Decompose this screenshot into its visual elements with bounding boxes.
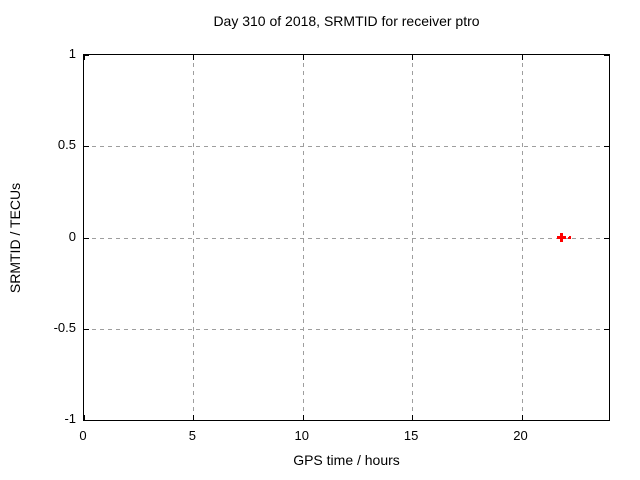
y-tick-label: 0.5 xyxy=(57,137,76,153)
y-tick-mark xyxy=(604,55,609,56)
y-tick-label: -1 xyxy=(64,411,76,426)
x-tick-mark xyxy=(412,55,414,60)
y-tick-mark xyxy=(84,420,89,421)
x-tick-mark xyxy=(521,415,523,420)
grid-line-horizontal xyxy=(84,328,609,330)
x-tick-mark xyxy=(521,55,523,60)
y-axis-label: SRMTID / TECUs xyxy=(7,182,23,293)
y-tick-label: -0.5 xyxy=(53,319,76,335)
x-tick-label: 20 xyxy=(513,428,528,443)
y-tick-label: 0 xyxy=(68,228,76,244)
y-tick-label: 1 xyxy=(68,46,76,61)
grid-line-horizontal xyxy=(84,146,609,148)
x-tick-mark xyxy=(302,55,304,60)
x-tick-mark xyxy=(412,415,414,420)
marker-vertical-bar xyxy=(568,236,571,239)
x-tick-mark xyxy=(193,55,195,60)
x-tick-label: 5 xyxy=(188,428,196,443)
x-tick-label: 15 xyxy=(403,428,419,443)
y-tick-mark xyxy=(604,328,609,330)
data-point-marker xyxy=(568,236,572,239)
x-axis-label: GPS time / hours xyxy=(293,452,400,468)
data-point-marker xyxy=(557,233,567,242)
marker-vertical-bar xyxy=(560,233,564,242)
plot-area xyxy=(83,54,610,421)
grid-line-horizontal xyxy=(84,237,609,239)
x-tick-mark xyxy=(302,415,304,420)
y-tick-mark xyxy=(604,420,609,421)
y-tick-mark xyxy=(84,328,89,330)
y-tick-mark xyxy=(604,146,609,148)
y-tick-mark xyxy=(604,237,609,239)
y-tick-mark xyxy=(84,55,89,56)
y-tick-mark xyxy=(84,237,89,239)
x-tick-mark xyxy=(193,415,195,420)
chart-title: Day 310 of 2018, SRMTID for receiver ptr… xyxy=(213,13,480,29)
y-tick-mark xyxy=(84,146,89,148)
y-axis-label-box: SRMTID / TECUs xyxy=(0,55,30,420)
x-tick-mark xyxy=(84,55,85,60)
x-tick-label: 0 xyxy=(79,428,87,443)
x-tick-mark xyxy=(84,415,85,420)
x-tick-label: 10 xyxy=(294,428,309,443)
